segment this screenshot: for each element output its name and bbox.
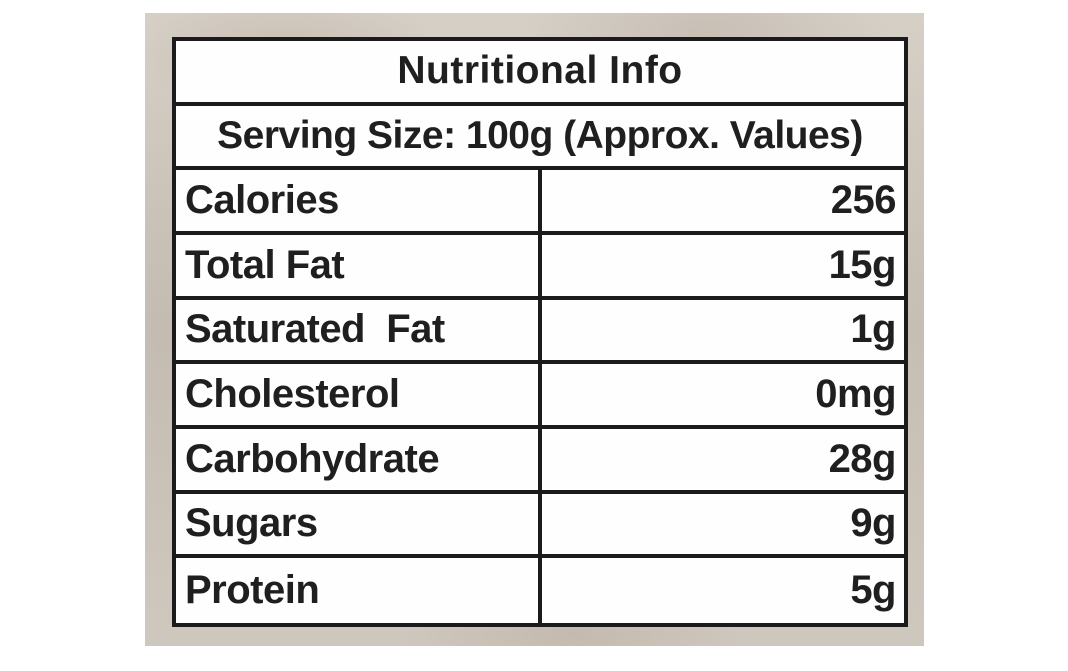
row-label-carbohydrate: Carbohydrate	[176, 428, 542, 490]
row-label-calories: Calories	[176, 170, 542, 231]
table-row: Total Fat 15g	[176, 234, 904, 300]
row-value-sugars: 9g	[850, 501, 896, 546]
row-label-saturated-fat: Saturated Fat	[176, 299, 542, 361]
table-row: Protein 5g	[176, 558, 904, 623]
table-row: Cholesterol 0mg	[176, 364, 904, 429]
row-value-protein: 5g	[850, 568, 896, 613]
row-value-carbohydrate: 28g	[828, 436, 897, 481]
row-value-cholesterol: 0mg	[815, 372, 896, 417]
table-title: Nutritional Info	[176, 41, 904, 106]
table-row: Sugars 9g	[176, 493, 904, 559]
row-value-total-fat: 15g	[828, 242, 897, 287]
table-row: Calories 256	[176, 170, 904, 235]
nutrition-table: Nutritional Info Serving Size: 100g (App…	[172, 37, 908, 627]
table-row: Carbohydrate 28g	[176, 428, 904, 494]
row-value-calories: 256	[830, 178, 897, 223]
row-label-sugars: Sugars	[176, 493, 542, 555]
row-label-total-fat: Total Fat	[176, 234, 542, 296]
serving-size-row: Serving Size: 100g (Approx. Values)	[176, 106, 904, 171]
row-label-cholesterol: Cholesterol	[176, 364, 542, 425]
table-row: Saturated Fat 1g	[176, 299, 904, 365]
row-label-protein: Protein	[176, 558, 542, 623]
row-value-saturated-fat: 1g	[850, 307, 896, 352]
